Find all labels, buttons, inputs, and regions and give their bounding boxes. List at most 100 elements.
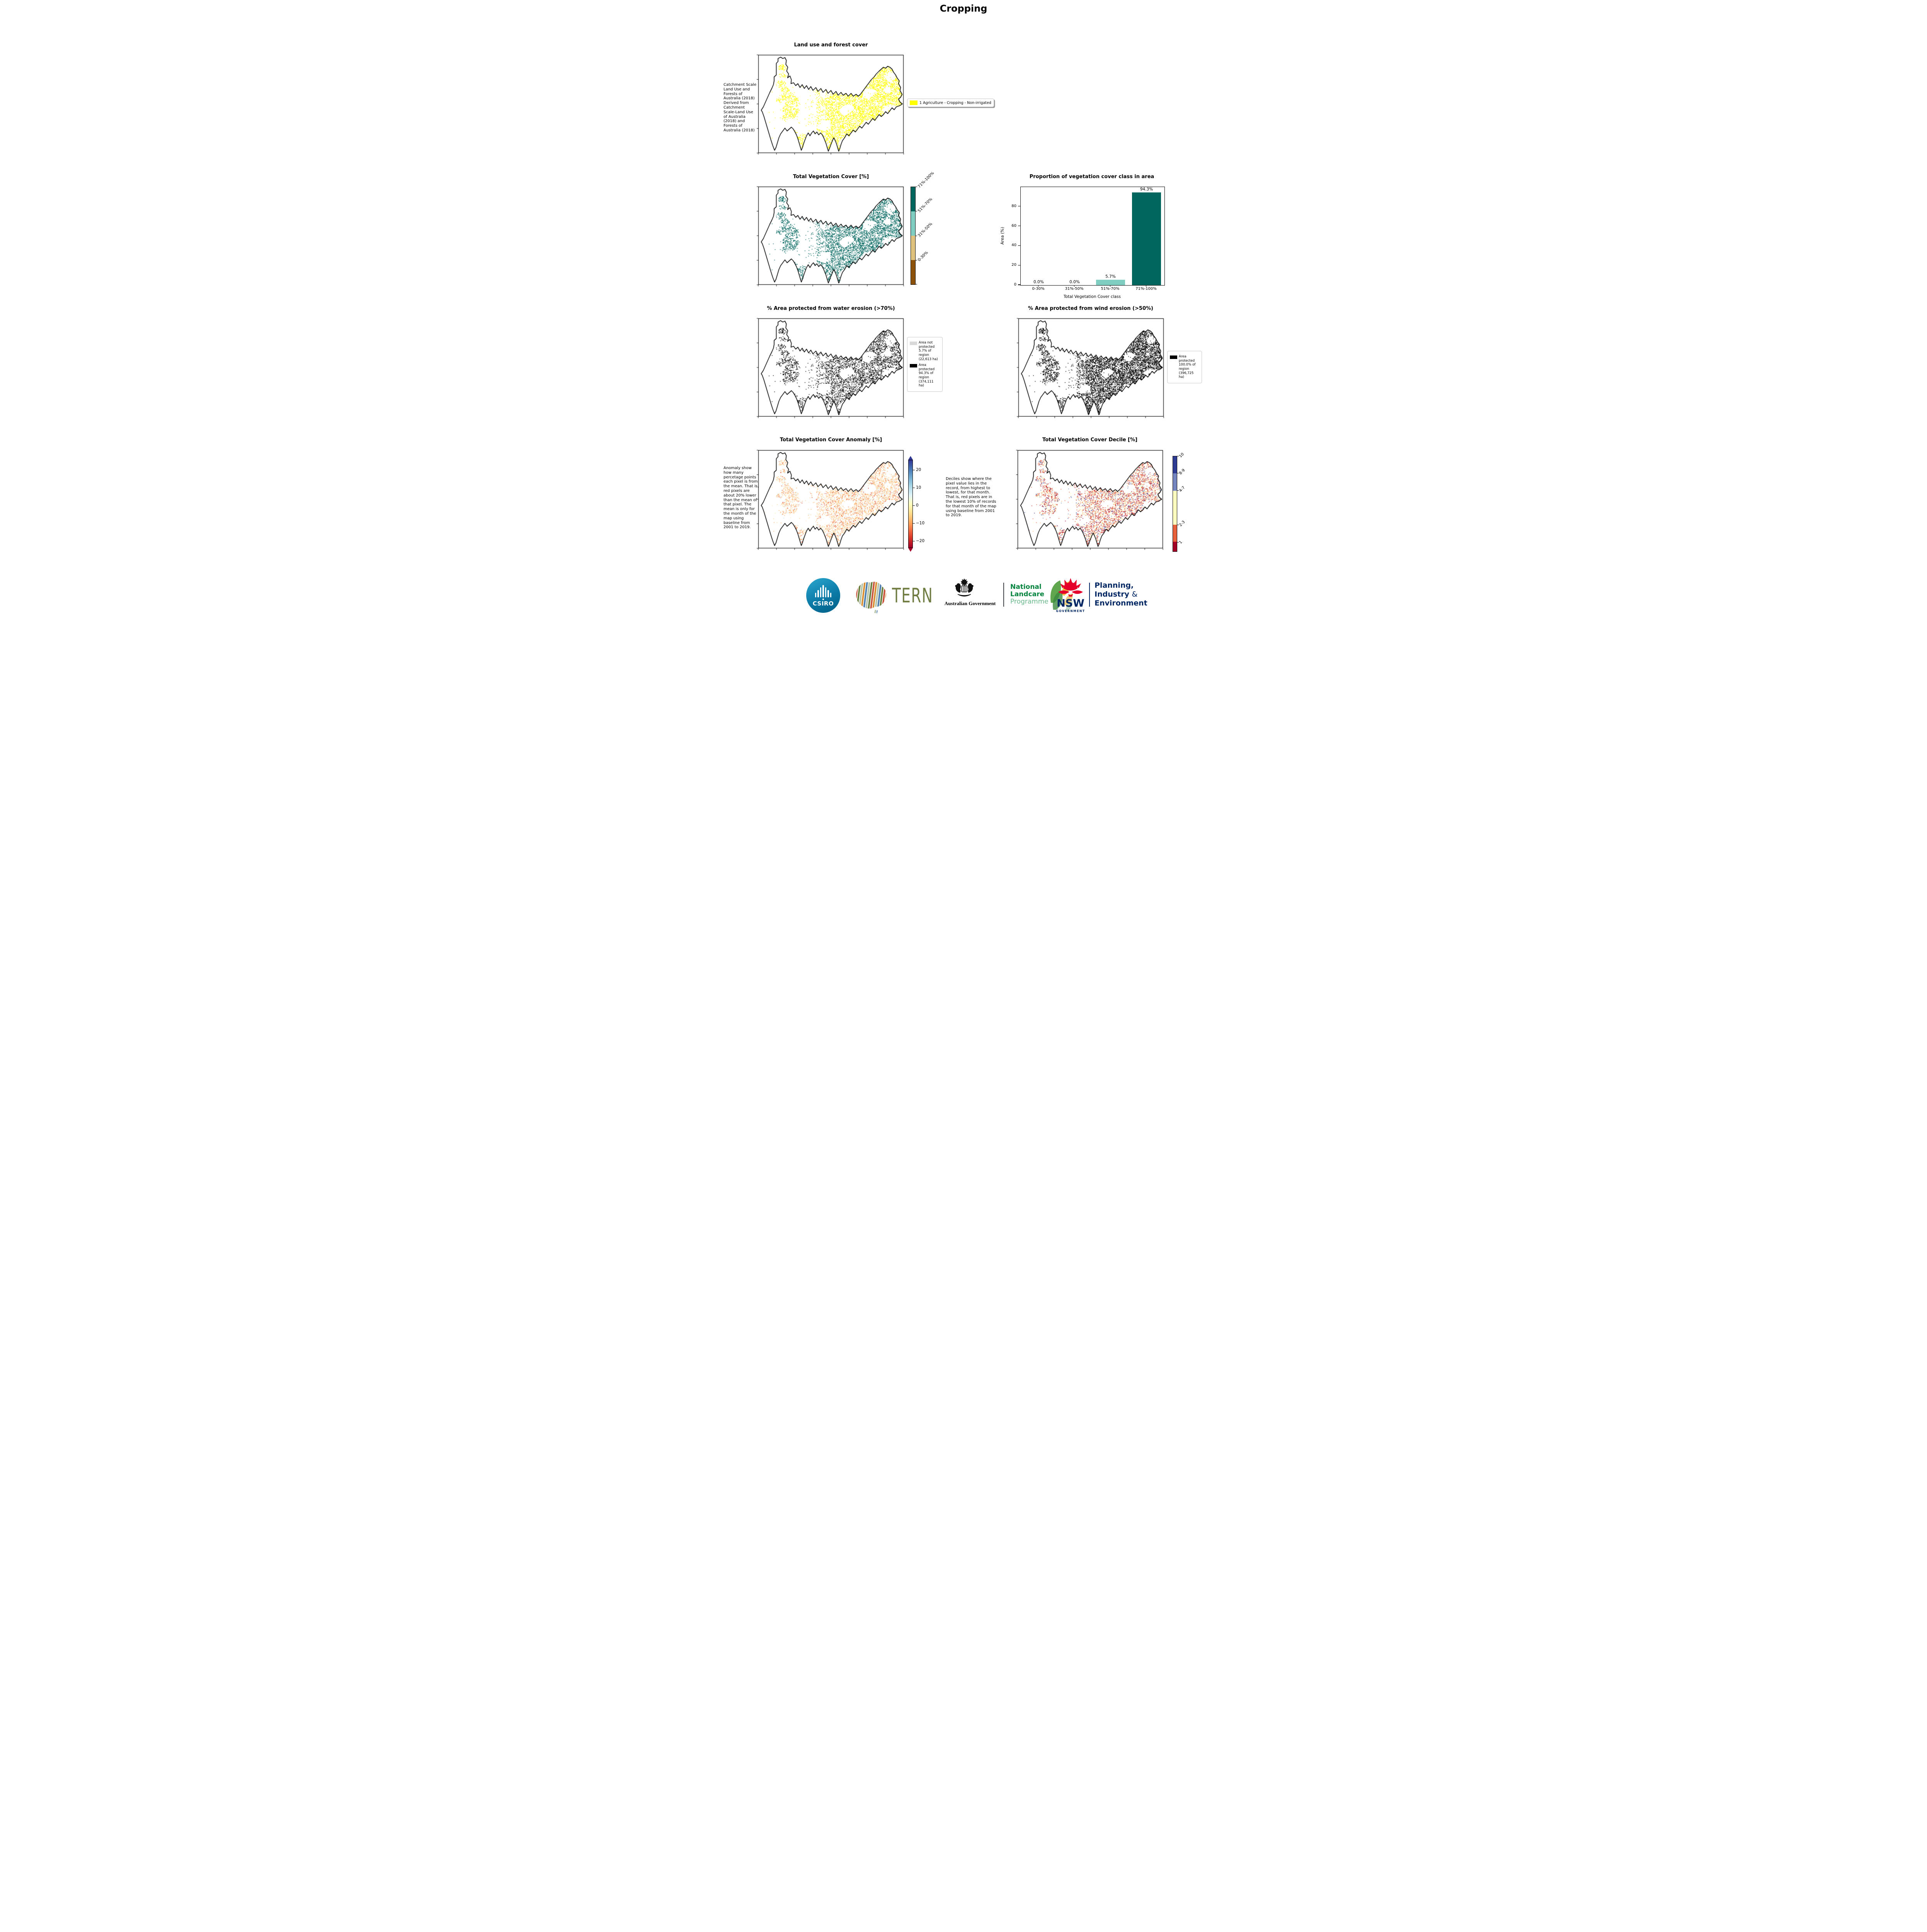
divider — [1003, 583, 1004, 607]
bar-value-label: 0.0% — [1033, 280, 1044, 284]
wind-erosion-map — [1015, 318, 1164, 420]
anomaly-title: Total Vegetation Cover Anomaly [%] — [780, 437, 882, 443]
landuse-map — [754, 54, 904, 156]
wind-legend: Area protected 100.0% of region (396,725… — [1167, 351, 1202, 383]
legend-swatch — [910, 342, 917, 345]
page-title: Cropping — [940, 3, 987, 14]
x-tick-label: 51%-70% — [1101, 287, 1120, 291]
csiro-logo: CSIRO — [806, 578, 840, 613]
colorbar-segment — [911, 211, 915, 236]
dept-line3: Environment — [1095, 599, 1147, 608]
landcare-logo: National Landcare Programme — [1010, 583, 1049, 605]
colorbar-segment — [1173, 542, 1177, 551]
csiro-dot-icon — [822, 599, 824, 600]
colorbar-label: 31%-50% — [917, 222, 933, 238]
legend-label: Area protected 94.3% of region (374,111 … — [919, 363, 935, 388]
water-erosion-map — [754, 318, 904, 420]
x-tick-label: 71%-100% — [1135, 287, 1157, 291]
colorbar-tick: 10 — [916, 485, 921, 490]
landuse-legend: 1 Agriculture - Cropping - Non-irrigated — [907, 99, 994, 107]
colorbar-segment — [911, 260, 915, 284]
colorbar-label: 1 — [1178, 540, 1183, 545]
vegcover-map — [754, 186, 904, 288]
colorbar-segment — [1173, 525, 1177, 542]
landcare-line2: Landcare — [1010, 590, 1045, 599]
decile-colorbar — [1173, 456, 1177, 552]
colorbar-segment — [1173, 473, 1177, 491]
x-tick-label: 0-30% — [1032, 287, 1045, 291]
decile-map — [1014, 449, 1164, 551]
chart-title: Proportion of vegetation cover class in … — [1029, 174, 1154, 180]
colorbar-segment — [911, 236, 915, 260]
bar-value-label: 5.7% — [1105, 274, 1116, 279]
y-tick — [1018, 284, 1020, 285]
nsw-waratah-icon — [1058, 578, 1083, 597]
legend-entry: Area protected 100.0% of region (396,725… — [1170, 355, 1199, 379]
bar-71-100 — [1132, 192, 1161, 285]
colorbar-segment — [911, 187, 915, 211]
report-page: Cropping Land use and forest cover Catch… — [723, 0, 1204, 617]
decile-note: Deciles show where the pixel value lies … — [946, 477, 996, 518]
landcare-line1: National — [1010, 583, 1042, 591]
decile-title: Total Vegetation Cover Decile [%] — [1042, 437, 1137, 443]
bar-value-label: 94.3% — [1140, 187, 1153, 192]
chart-x-axis: 0-30% 31%-50% 51%-70% 71%-100% — [1020, 287, 1164, 292]
colorbar-label: 10 — [1178, 452, 1185, 459]
landcare-line3: Programme — [1010, 598, 1049, 606]
australian-government-crest-icon — [955, 578, 974, 597]
chart-x-label: Total Vegetation Cover class — [1064, 294, 1121, 299]
y-tick-label: 0 — [1014, 282, 1016, 287]
y-tick-label: 20 — [1011, 263, 1016, 267]
bar-51-70 — [1096, 279, 1125, 285]
colorbar-tick: −20 — [916, 539, 925, 543]
legend-label: Area protected 100.0% of region (396,725… — [1179, 355, 1196, 379]
proportion-bar-chart: 0.0% 0.0% 5.7% 94.3% — [1020, 187, 1165, 286]
tern-label: TERN — [892, 584, 933, 607]
csiro-label: CSIRO — [812, 600, 834, 607]
y-tick-label: 40 — [1011, 243, 1016, 248]
dept-line2: Industry & — [1095, 590, 1138, 599]
colorbar-label: 51%-70% — [917, 197, 933, 213]
divider — [1089, 583, 1090, 607]
landuse-legend-swatch — [910, 100, 918, 105]
anomaly-map — [754, 449, 904, 551]
y-tick-label: 60 — [1011, 223, 1016, 228]
nsw-label: NSW — [1057, 597, 1084, 609]
wind-title: % Area protected from wind erosion (>50%… — [1028, 306, 1153, 311]
x-tick-label: 31%-50% — [1065, 287, 1084, 291]
landuse-legend-label: 1 Agriculture - Cropping - Non-irrigated — [919, 100, 991, 105]
tern-australia-icon — [856, 582, 886, 614]
colorbar-tick: 0 — [916, 503, 919, 508]
legend-entry: Area protected 94.3% of region (374,111 … — [910, 363, 940, 388]
legend-entry: Area not protected 5.7% of region (22,61… — [910, 341, 940, 361]
vegcover-title: Total Vegetation Cover [%] — [793, 174, 869, 180]
colorbar-label: 0-30% — [917, 250, 929, 262]
chart-y-label: Area (%) — [1000, 227, 1005, 245]
anomaly-colorbar: 20 10 0 −10 −20 — [908, 456, 924, 552]
water-title: % Area protected from water erosion (>70… — [767, 306, 895, 311]
bar-value-label: 0.0% — [1069, 280, 1080, 284]
landuse-title: Land use and forest cover — [794, 42, 868, 48]
colorbar-label: 2-3 — [1178, 520, 1186, 527]
legend-swatch — [1170, 355, 1177, 359]
colorbar-label: 71%-100% — [917, 171, 935, 189]
landuse-note: Catchment Scale Land Use and Forests of … — [723, 83, 757, 133]
colorbar-label: 4-7 — [1178, 485, 1186, 493]
colorbar-tick: −10 — [916, 521, 925, 526]
csiro-waves-icon — [806, 584, 840, 597]
australian-government-label: Australian Government — [944, 600, 996, 606]
nsw-government-label: GOVERNMENT — [1056, 609, 1085, 613]
colorbar-segment — [1173, 456, 1177, 474]
anomaly-note: Anomaly show how many percetage points e… — [723, 466, 759, 530]
dept-line1: Planning, — [1095, 581, 1134, 590]
ampersand: & — [1132, 590, 1138, 599]
y-tick — [1018, 245, 1020, 246]
y-tick-label: 80 — [1011, 204, 1016, 208]
legend-swatch — [910, 364, 917, 368]
colorbar-segment — [1173, 490, 1177, 525]
water-legend: Area not protected 5.7% of region (22,61… — [907, 337, 943, 392]
legend-label: Area not protected 5.7% of region (22,61… — [919, 341, 938, 361]
planning-industry-environment-label: Planning, Industry & Environment — [1095, 581, 1147, 608]
colorbar-tick: 20 — [916, 468, 921, 472]
colorbar-label: 8-9 — [1178, 468, 1186, 476]
